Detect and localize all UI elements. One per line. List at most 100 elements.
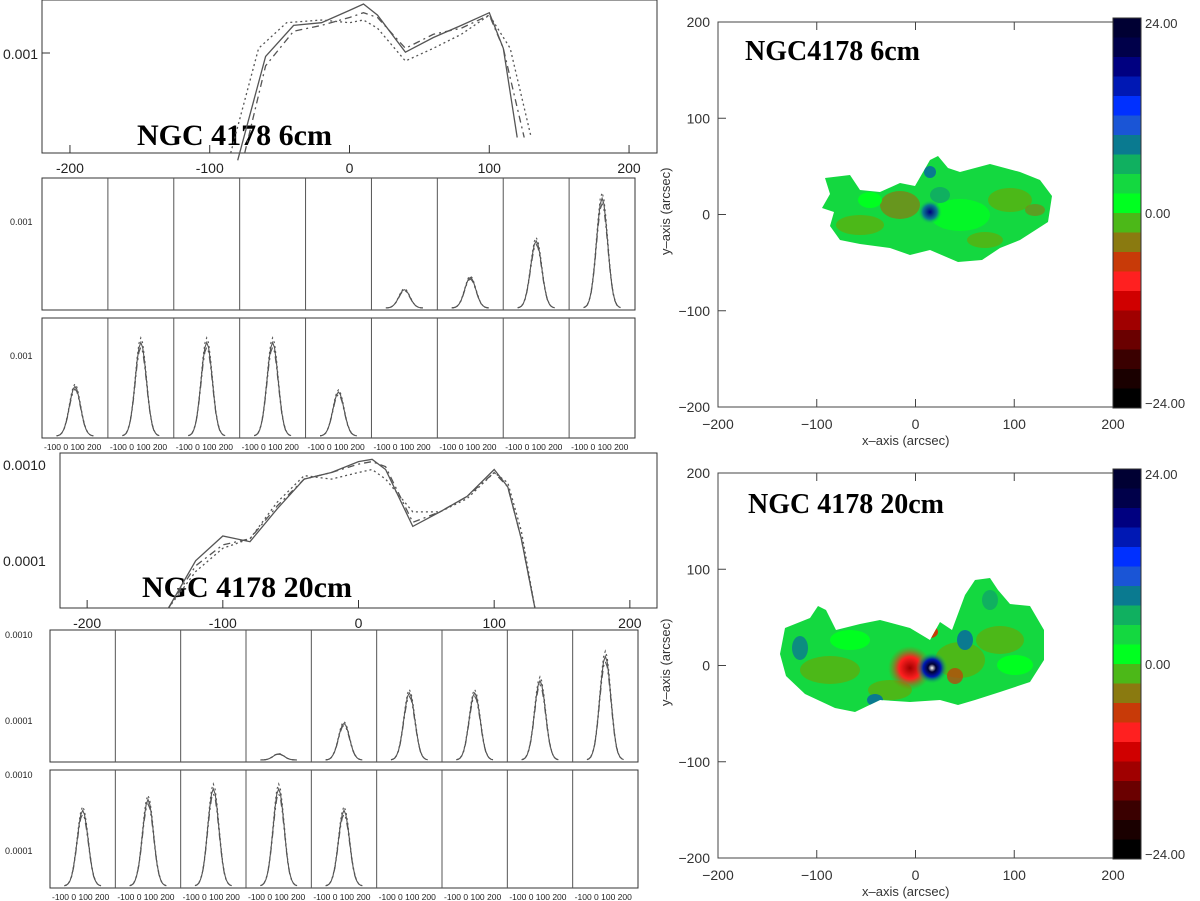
heatmap-20cm-galaxy [780, 578, 1044, 712]
colorbar-swatch [1113, 96, 1141, 116]
channel-row-frame [41, 317, 636, 439]
channel-profile-dotted [56, 383, 94, 437]
profile-series-dashed [244, 12, 525, 154]
channel-profile-solid [325, 722, 363, 761]
profile-20cm-ytick-0: 0.0010 [3, 457, 46, 473]
colorbar-swatch [1113, 154, 1141, 175]
colorbar-label: 0.00 [1145, 206, 1170, 221]
profile-6cm-series-group [230, 3, 532, 161]
channel-profile-solid [188, 340, 226, 437]
profile-6cm-ytick-0: 0.001 [3, 46, 38, 62]
heatmap-xtick-label: 200 [1101, 867, 1125, 883]
heatmap-ytick-label: −100 [678, 303, 710, 319]
heatmap-6cm-title: NGC4178 6cm [745, 36, 920, 67]
channel-profile-dashed [583, 201, 621, 309]
heatmap-ytick-label: −200 [678, 399, 710, 415]
channel-profile-dashed [320, 393, 357, 437]
channel-profile-solid [194, 787, 232, 887]
colorbar-swatch [1113, 174, 1141, 194]
colorbar-frame [1112, 468, 1142, 860]
heatmap-ytick-label: 100 [687, 561, 711, 577]
channel-profile-dashed [260, 792, 298, 887]
profile-xtick-label: 0 [355, 615, 363, 631]
colorbar-swatch [1113, 57, 1141, 77]
channel-profile-dotted [385, 288, 423, 309]
channel-profile-dashed [194, 792, 232, 887]
channel-xtick-label: -100 0 100 200 [248, 892, 305, 901]
channel-profile-solid [325, 809, 363, 887]
colorbar-swatch [1113, 37, 1141, 58]
profile-20cm-xaxis: -200 -100 0 100 200 [73, 600, 642, 631]
channel-profile-dashed [325, 812, 363, 887]
profile-xtick-label: -100 [209, 615, 237, 631]
heatmap-20cm-colorbar: 24.00 0.00 −24.00 [1112, 467, 1185, 862]
heatmap-xtick-label: 0 [912, 416, 920, 432]
channel-profile-dashed [254, 345, 292, 437]
colorbar-swatch [1113, 18, 1141, 38]
channel-profile-solid [390, 691, 428, 761]
heatmap-20cm-title: NGC 4178 20cm [748, 489, 944, 520]
channel-xtick-label: -100 0 100 200 [505, 442, 562, 452]
channel-profile-solid [521, 679, 559, 761]
colorbar-swatch [1113, 605, 1141, 626]
colorbar-swatch [1113, 271, 1141, 292]
heatmap-ytick-label: 0 [702, 658, 710, 674]
profile-6cm-title: NGC 4178 6cm [137, 119, 332, 152]
channel-row-frame [41, 177, 636, 311]
channel-ytick-label: 0.0001 [5, 846, 33, 856]
channel-profile-dashed [586, 659, 624, 761]
heatmap-6cm-axes: −200 −100 0 100 200 200 100 0 −100 −200 [678, 14, 1124, 432]
heatmap-ytick-label: −200 [678, 850, 710, 866]
colorbar-swatch [1113, 310, 1141, 331]
channel-xtick-label: -100 0 100 200 [110, 442, 167, 452]
colorbar-swatch [1113, 722, 1141, 743]
profile-6cm-panel: 0.001 NGC 4178 6cm -200 -100 0 100 200 [3, 0, 658, 176]
channel-profiles-20cm: 0.0010 0.0001 0.0010 0.0001 -100 0 100 200 -1… [5, 629, 639, 901]
heatmap-xtick-label: 0 [912, 867, 920, 883]
channel-xtick-label: -100 0 100 200 [176, 442, 233, 452]
colorbar-swatch [1113, 76, 1141, 97]
colorbar-swatch [1113, 839, 1141, 860]
heatmap-6cm-panel: −200 −100 0 100 200 200 100 0 −100 −200 NGC4178 6… [658, 14, 1185, 448]
channel-profile-dotted [320, 388, 357, 437]
colorbar-swatch [1113, 703, 1141, 723]
channel-xtick-label: -100 0 100 200 [575, 892, 632, 901]
colorbar-swatch [1113, 547, 1141, 567]
channel-profile-dotted [194, 782, 232, 887]
channel-profile-dashed [451, 278, 489, 309]
channel-profile-dashed [390, 695, 428, 761]
channel-profile-dashed [188, 345, 226, 437]
colorbar-swatch [1113, 742, 1141, 762]
colorbar-swatch [1113, 761, 1141, 782]
heatmap-20cm-panel: −200 −100 0 100 200 200 100 0 −100 −200 NGC 4178 … [658, 465, 1185, 899]
channel-xtick-label: -100 0 100 200 [52, 892, 109, 901]
channel-profile-dashed [122, 345, 160, 437]
channel-profile-dotted [325, 720, 363, 761]
profile-series-dotted [230, 14, 532, 154]
colorbar-label: 24.00 [1145, 16, 1178, 31]
colorbar-swatch [1113, 369, 1141, 389]
channel-profile-solid [129, 798, 167, 887]
profile-series-solid [167, 458, 536, 609]
channel-xtick-label: -100 0 100 200 [183, 892, 240, 901]
channel-profile-solid [451, 276, 489, 309]
colorbar-label: 24.00 [1145, 467, 1178, 482]
colorbar-swatch [1113, 586, 1141, 606]
heatmap-ytick-label: −100 [678, 754, 710, 770]
heatmap-xtick-label: −100 [801, 867, 833, 883]
channel-profile-dotted [325, 805, 363, 887]
colorbar-swatch [1113, 820, 1141, 840]
colorbar-swatch [1113, 115, 1141, 136]
heatmap-xtick-label: 100 [1003, 867, 1027, 883]
channel-profile-dotted [390, 688, 428, 761]
colorbar-swatch [1113, 625, 1141, 645]
profile-series-dotted [167, 468, 536, 609]
profile-series-solid [237, 3, 518, 161]
colorbar-swatch [1113, 135, 1141, 155]
channel-xtick-label: -100 0 100 200 [509, 892, 566, 901]
profile-20cm-ytick-1: 0.0001 [3, 553, 46, 569]
colorbar-swatch [1113, 644, 1141, 665]
channel-profile-solid [254, 340, 292, 437]
heatmap-20cm-axes: −200 −100 0 100 200 200 100 0 −100 −200 [678, 465, 1124, 883]
